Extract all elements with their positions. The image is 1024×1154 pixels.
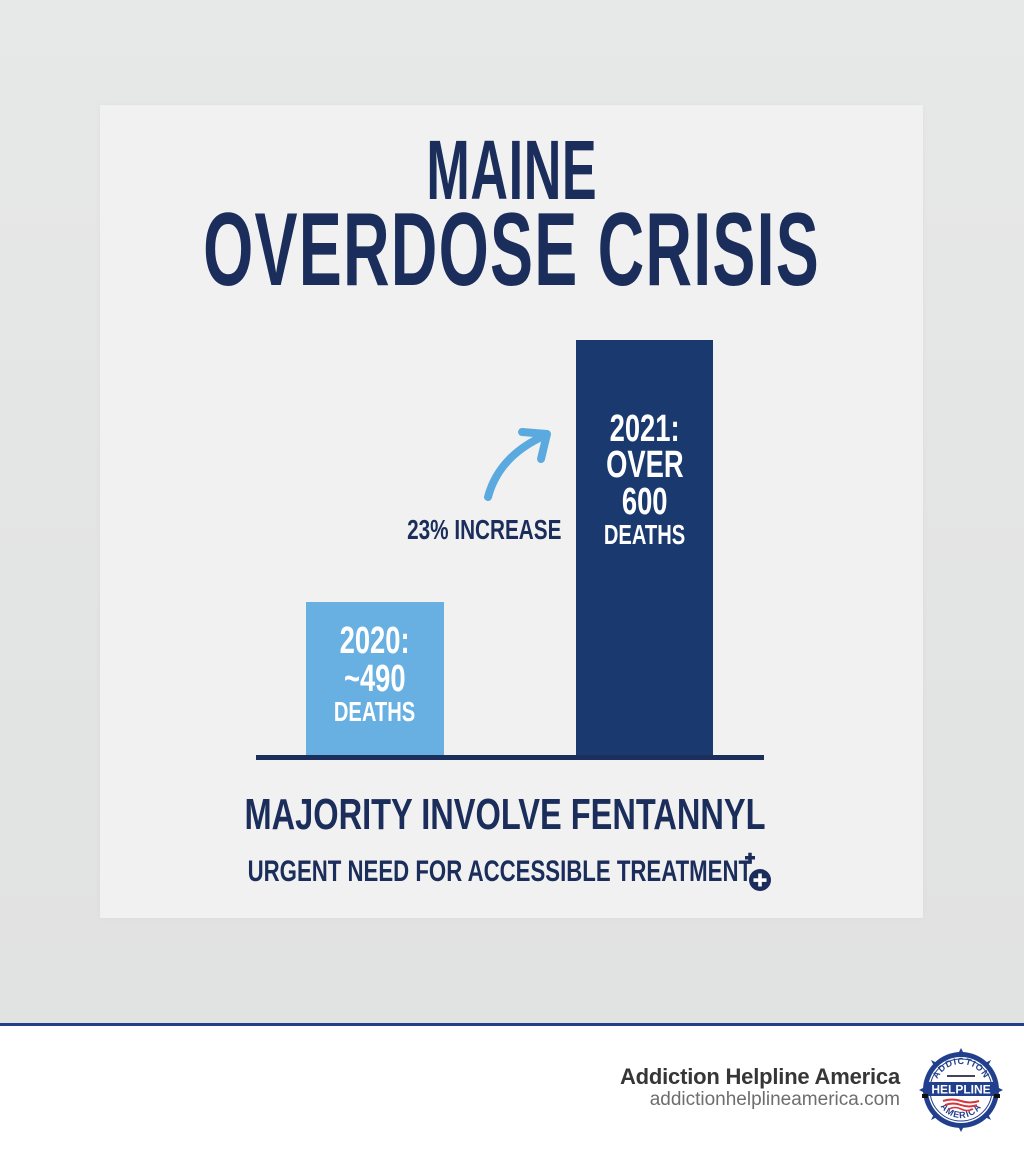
footer-divider [0,1023,1024,1026]
infographic-card [100,105,923,918]
bar-2021-unit: DEATHS [603,519,686,550]
helpline-badge-logo: ADDICTION AMERICA HELPLINE [919,1048,1003,1132]
bar-2020-unit: DEATHS [334,696,416,727]
brand-name: Addiction Helpline America [619,1064,900,1089]
treatment-statement: URGENT NEED FOR ACCESSIBLE TREATMENT [247,855,753,888]
bar-2020-year: 2020: [339,620,410,662]
chart-baseline [256,755,764,760]
brand-url[interactable]: addictionhelplineamerica.com [649,1089,900,1110]
bar-2021-over: OVER [605,444,684,486]
title-line-1: MAINE [426,123,598,217]
bar-2020: 2020: ~490 DEATHS [306,602,444,757]
infographic-background: MAINE OVERDOSE CRISIS 2020: ~490 DEATHS … [0,0,1024,1024]
increase-annotation: 23% INCREASE [407,514,562,545]
svg-text:HELPLINE: HELPLINE [931,1083,990,1097]
bar-2021-value: 600 [621,481,668,523]
title-line-2: OVERDOSE CRISIS [203,192,821,308]
medical-plus-icon [745,852,771,891]
curved-arrow-icon [484,428,551,501]
bar-2021: 2021: OVER 600 DEATHS [576,340,713,757]
bar-2021-year: 2021: [609,408,680,450]
bar-2020-value: ~490 [344,658,406,700]
fentanyl-statement: MAJORITY INVOLVE FENTANNYL [244,790,766,839]
